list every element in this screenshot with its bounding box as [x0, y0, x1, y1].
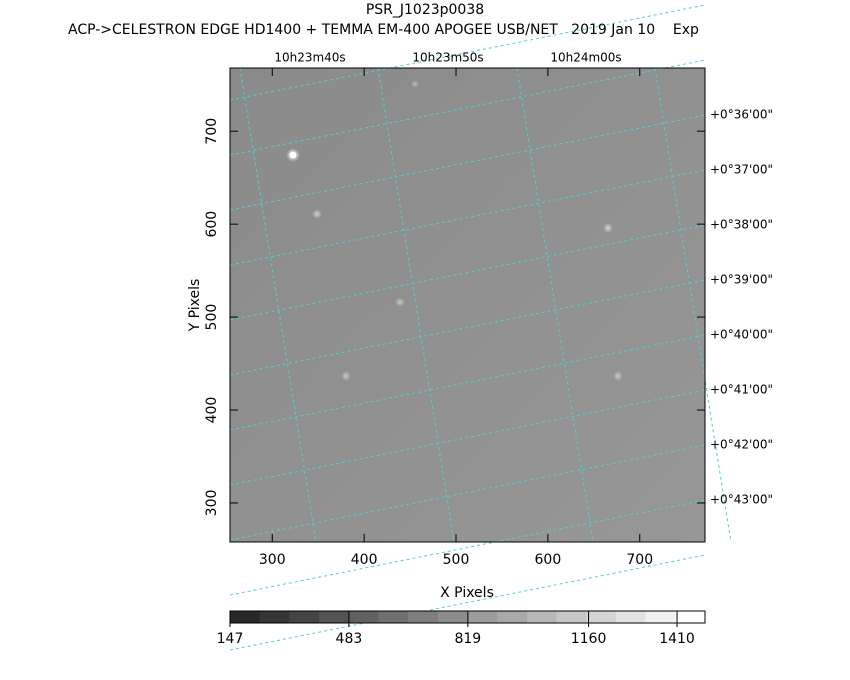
- colorbar-step: [319, 611, 350, 623]
- ra-label: 10h23m50s: [412, 51, 483, 65]
- colorbar-step: [615, 611, 647, 623]
- x-tick-label: 300: [259, 552, 286, 568]
- colorbar-step: [289, 611, 320, 623]
- colorbar-step: [675, 611, 706, 623]
- chart-title: PSR_J1023p0038: [366, 2, 484, 18]
- colorbar-step: [259, 611, 290, 623]
- colorbar-step: [645, 611, 676, 623]
- colorbar-step: [378, 611, 409, 623]
- dec-grid-line: [229, 169, 706, 266]
- colorbar-step: [586, 611, 617, 623]
- dec-label: +0°40'00": [710, 328, 773, 342]
- dec-grid-line: [229, 444, 706, 541]
- colorbar-tick-label: 1410: [659, 631, 695, 647]
- colorbar-step: [348, 611, 379, 623]
- colorbar-step: [497, 611, 528, 623]
- ra-label: 10h24m00s: [550, 51, 621, 65]
- subtitle: ACP->CELESTRON EDGE HD1400 + TEMMA EM-40…: [68, 22, 699, 38]
- dec-label: +0°43'00": [710, 493, 773, 507]
- colorbar-step: [437, 611, 468, 623]
- dec-grid-line: [229, 554, 706, 651]
- y-tick-label: 600: [204, 211, 220, 238]
- colorbar-tick-label: 483: [336, 631, 363, 647]
- ra-label: 10h23m40s: [274, 51, 345, 65]
- y-tick-label: 500: [204, 304, 220, 331]
- colorbar-tick-label: 819: [454, 631, 481, 647]
- x-axis-label: X Pixels: [440, 585, 494, 601]
- colorbar-step: [467, 611, 498, 623]
- dec-grid-line: [229, 499, 706, 596]
- image: [230, 68, 705, 542]
- plot-frame: [229, 67, 706, 543]
- colorbar-step: [556, 611, 587, 623]
- dec-grid-line: [229, 114, 706, 211]
- dec-label: +0°42'00": [710, 438, 773, 452]
- colorbar-step: [408, 611, 439, 623]
- x-tick-label: 700: [626, 552, 653, 568]
- x-tick-label: 400: [351, 552, 378, 568]
- y-tick-label: 700: [204, 118, 220, 145]
- dec-grid-line: [229, 59, 706, 156]
- y-tick-label: 300: [204, 490, 220, 517]
- colorbar-tick-label: 147: [217, 631, 244, 647]
- colorbar-step: [230, 611, 261, 623]
- dec-grid-line: [229, 334, 706, 431]
- dec-label: +0°37'00": [710, 163, 773, 177]
- dec-grid-line: [229, 279, 706, 376]
- colorbar-step: [526, 611, 558, 623]
- dec-label: +0°38'00": [710, 218, 773, 232]
- x-tick-label: 600: [535, 552, 562, 568]
- dec-label: +0°41'00": [710, 383, 773, 397]
- ra-grid-line: [377, 67, 455, 543]
- x-tick-label: 500: [443, 552, 470, 568]
- ra-grid-line: [239, 67, 317, 543]
- dec-grid-line: [229, 389, 706, 486]
- dec-label: +0°36'00": [710, 108, 773, 122]
- ra-grid-line: [516, 67, 594, 543]
- dec-grid-line: [229, 224, 706, 321]
- colorbar-tick-label: 1160: [571, 631, 607, 647]
- coordinate-grid: [229, 4, 732, 651]
- dec-label: +0°39'00": [710, 273, 773, 287]
- dec-grid-line: [229, 4, 706, 101]
- ra-grid-line: [654, 67, 732, 543]
- stars: [286, 80, 623, 381]
- y-tick-label: 400: [204, 397, 220, 424]
- y-axis-label: Y Pixels: [187, 279, 203, 333]
